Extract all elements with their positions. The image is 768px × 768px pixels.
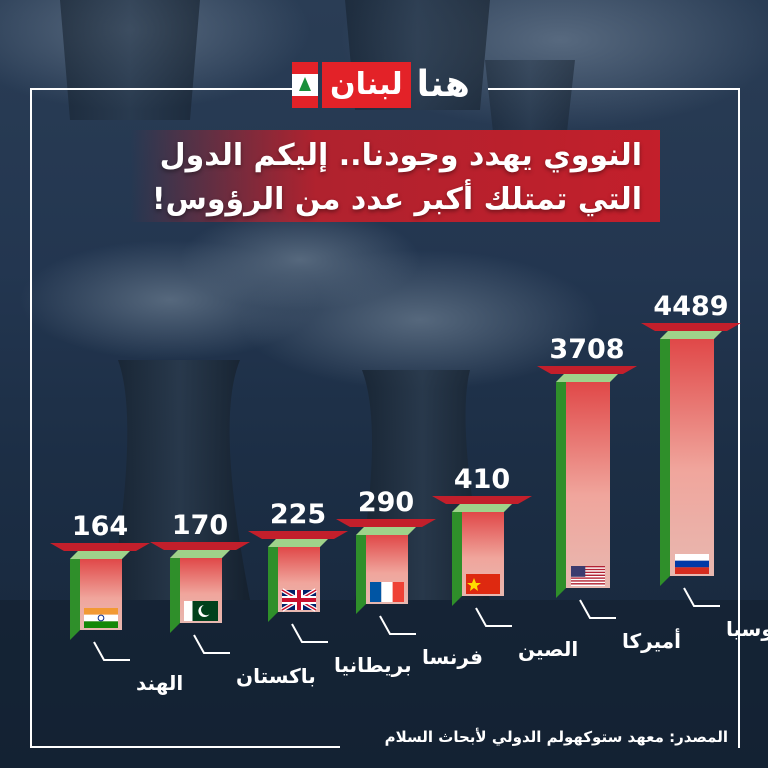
- bar-top: [268, 537, 330, 547]
- bar-top: [660, 329, 724, 339]
- value-label-underline: [50, 543, 150, 551]
- leader-line: [379, 615, 416, 635]
- leader-line: [193, 634, 230, 654]
- bar-group: [660, 329, 724, 586]
- bar-group: [268, 537, 330, 622]
- india-flag-icon: [84, 608, 118, 628]
- cedar-icon: [292, 62, 318, 108]
- value-label-underline: [537, 366, 637, 374]
- value-label-underline: [150, 542, 250, 550]
- logo-white-text: هنا: [416, 64, 470, 105]
- leader-line: [683, 587, 720, 607]
- bar-side: [70, 549, 80, 640]
- bar-side: [556, 372, 566, 598]
- frame-top-right: [488, 88, 740, 90]
- value-label-underline: [248, 531, 348, 539]
- bar-group: [556, 372, 620, 598]
- value-label-underline: [336, 519, 436, 527]
- bar-group: [452, 502, 514, 606]
- leader-line: [475, 607, 512, 627]
- bar-side: [268, 537, 278, 622]
- bar-group: [356, 525, 418, 614]
- uk-flag-icon: [280, 588, 318, 612]
- leader-line: [579, 599, 616, 619]
- page-title-line-1: النووي يهدد وجودنا.. إليكم الدول: [159, 138, 642, 173]
- source-note: المصدر: معهد ستوكهولم الدولي لأبحاث السل…: [384, 728, 728, 746]
- usa-flag-icon: [571, 566, 605, 586]
- category-label: الهند: [136, 671, 183, 695]
- china-flag-icon: [466, 574, 500, 594]
- france-flag-icon: [370, 582, 404, 602]
- frame-bottom: [30, 746, 340, 748]
- bar-side: [452, 502, 462, 606]
- bar-top: [170, 548, 232, 558]
- value-label: 410: [454, 464, 510, 495]
- russia-flag-icon: [675, 554, 709, 574]
- value-label: 290: [358, 487, 414, 518]
- value-label: 3708: [549, 334, 624, 365]
- value-label: 4489: [653, 291, 728, 322]
- logo-red-text: لبنان: [322, 62, 411, 108]
- bar-side: [170, 548, 180, 633]
- value-label-underline: [641, 323, 741, 331]
- category-label: بريطانيا: [334, 653, 412, 677]
- value-label: 170: [172, 510, 228, 541]
- title-band: [130, 130, 660, 222]
- bar-group: [70, 549, 132, 640]
- leader-line: [291, 623, 328, 643]
- bar: [670, 339, 714, 576]
- bar-group: [170, 548, 232, 633]
- leader-line: [93, 641, 130, 661]
- frame-top-left: [30, 88, 292, 90]
- category-label: الصين: [518, 637, 578, 661]
- category-label: أميركا: [622, 627, 681, 653]
- bar-top: [356, 525, 418, 535]
- bar-side: [660, 329, 670, 586]
- frame-right: [738, 88, 740, 748]
- bar-top: [556, 372, 620, 382]
- category-label: روسيا: [726, 617, 768, 641]
- frame-left: [30, 88, 32, 748]
- value-label: 225: [270, 499, 326, 530]
- value-label: 164: [72, 511, 128, 542]
- bar-side: [356, 525, 366, 614]
- bar-top: [70, 549, 132, 559]
- bar-top: [452, 502, 514, 512]
- category-label: فرنسا: [422, 645, 483, 669]
- pakistan-flag-icon: [184, 601, 218, 621]
- page-title-line-2: التي تمتلك أكبر عدد من الرؤوس!: [151, 182, 642, 217]
- value-label-underline: [432, 496, 532, 504]
- bar: [566, 382, 610, 588]
- category-label: باكستان: [236, 664, 316, 688]
- brand-logo: لبنان هنا: [292, 60, 470, 110]
